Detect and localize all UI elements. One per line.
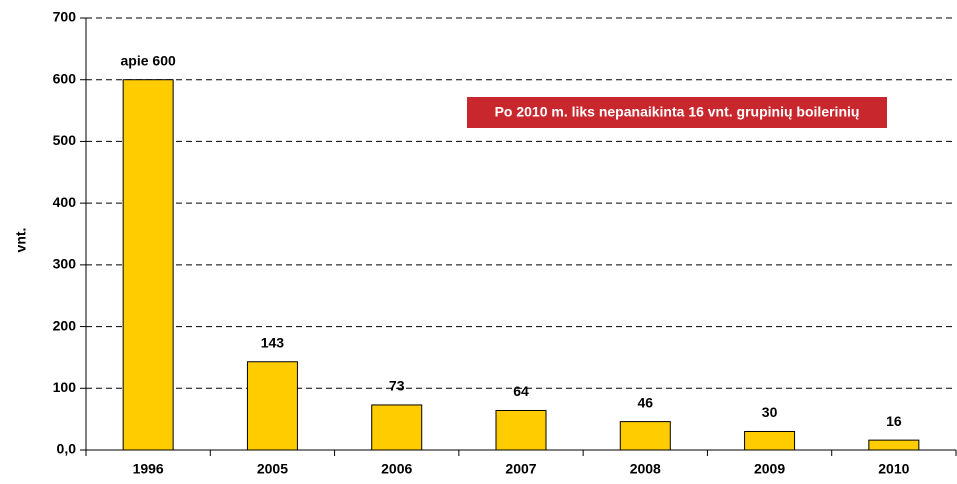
value-label: 30 — [762, 404, 778, 420]
bar — [122, 79, 174, 451]
bar — [246, 361, 298, 451]
y-tick-label: 300 — [53, 256, 77, 272]
value-label: 46 — [637, 394, 653, 410]
x-tick-label: 2010 — [878, 461, 909, 477]
x-tick-label: 2009 — [754, 461, 785, 477]
x-tick-label: 2007 — [505, 461, 536, 477]
y-tick-label: 400 — [53, 194, 77, 210]
bar — [619, 421, 671, 451]
bar — [744, 430, 796, 451]
bar — [868, 439, 920, 451]
value-label: 16 — [886, 413, 902, 429]
y-tick-label: 500 — [53, 132, 77, 148]
value-label: 143 — [261, 334, 285, 350]
annotation-box — [467, 97, 887, 128]
y-tick-label: 100 — [53, 379, 77, 395]
bar — [495, 410, 547, 451]
value-label: 73 — [389, 378, 405, 394]
x-tick-label: 2006 — [381, 461, 412, 477]
y-tick-label: 200 — [53, 317, 77, 333]
annotation: Po 2010 m. liks nepanaikinta 16 vnt. gru… — [495, 104, 860, 120]
y-tick-label: 600 — [53, 70, 77, 86]
y-axis-label: vnt. — [13, 228, 29, 253]
x-tick-label: 2008 — [630, 461, 661, 477]
x-tick-label: 1996 — [133, 461, 164, 477]
y-tick-label: 0,0 — [57, 441, 77, 457]
bar — [371, 404, 423, 451]
y-tick-label: 700 — [53, 9, 77, 25]
value-label: 64 — [513, 383, 529, 399]
x-tick-label: 2005 — [257, 461, 288, 477]
value-label: apie 600 — [121, 52, 176, 68]
